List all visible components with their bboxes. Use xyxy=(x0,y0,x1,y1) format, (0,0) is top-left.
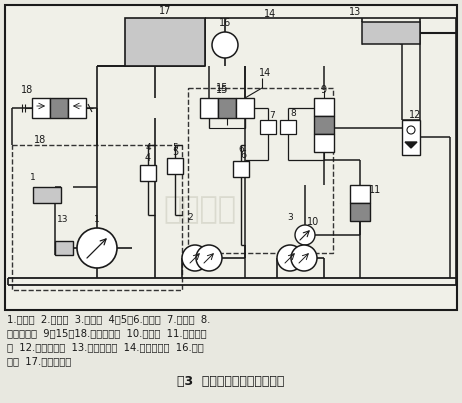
Bar xyxy=(12,145,182,290)
Bar xyxy=(402,120,420,155)
Polygon shape xyxy=(405,142,417,148)
Text: 3: 3 xyxy=(287,214,293,222)
Bar xyxy=(68,98,86,118)
Text: 18: 18 xyxy=(34,135,46,145)
Bar xyxy=(362,22,420,44)
Text: 18: 18 xyxy=(21,85,33,95)
Circle shape xyxy=(295,225,315,245)
Text: 4: 4 xyxy=(145,143,151,152)
Bar xyxy=(260,120,276,134)
Bar xyxy=(280,120,296,134)
Text: 14: 14 xyxy=(259,68,271,78)
Bar xyxy=(218,98,236,118)
Circle shape xyxy=(407,126,415,134)
Bar xyxy=(314,116,334,134)
Bar xyxy=(236,98,254,118)
Text: 万方数据: 万方数据 xyxy=(164,195,237,224)
Text: 5: 5 xyxy=(172,143,178,152)
Text: 1.推进泻  2.回转泻  3.冲击泻  4、5、6.溢流阀  7.节流阀  8.: 1.推进泻 2.回转泻 3.冲击泻 4、5、6.溢流阀 7.节流阀 8. xyxy=(7,314,210,324)
Text: 14: 14 xyxy=(264,9,276,19)
Text: 16: 16 xyxy=(219,18,231,28)
Text: 2: 2 xyxy=(187,214,193,222)
Text: 15: 15 xyxy=(216,83,228,93)
Text: 17: 17 xyxy=(159,6,171,16)
Text: 马达  17.液压凿岩机: 马达 17.液压凿岩机 xyxy=(7,356,71,366)
Bar xyxy=(140,165,156,181)
Bar xyxy=(350,185,370,203)
Text: 13: 13 xyxy=(57,216,69,224)
Text: 1: 1 xyxy=(94,216,100,224)
Bar xyxy=(314,98,334,116)
Text: 6: 6 xyxy=(240,150,246,160)
Text: 图3  凿岩机新型液压控制系统: 图3 凿岩机新型液压控制系统 xyxy=(177,375,285,388)
Text: 12: 12 xyxy=(409,110,421,120)
Text: 4: 4 xyxy=(145,153,151,163)
Bar xyxy=(125,18,205,66)
Text: 10: 10 xyxy=(307,217,319,227)
Circle shape xyxy=(291,245,317,271)
Circle shape xyxy=(182,245,208,271)
Circle shape xyxy=(77,228,117,268)
Bar xyxy=(350,203,370,221)
Text: 1: 1 xyxy=(30,174,36,183)
Text: 遥控减压鄀  9、15、18.手动换向鄀  10.先导鄀  11.液动换向: 遥控减压鄀 9、15、18.手动换向鄀 10.先导鄀 11.液动换向 xyxy=(7,328,207,338)
Circle shape xyxy=(196,245,222,271)
Circle shape xyxy=(277,245,303,271)
Text: 鄀  12.单向节流鄀  13.推进液压缸  14.高速开关鄀  16.回转: 鄀 12.单向节流鄀 13.推进液压缸 14.高速开关鄀 16.回转 xyxy=(7,342,204,352)
Bar xyxy=(167,158,183,174)
Text: 15: 15 xyxy=(216,85,228,95)
Bar xyxy=(5,5,457,310)
Bar xyxy=(200,98,218,118)
Bar xyxy=(33,187,61,203)
Circle shape xyxy=(212,32,238,58)
Text: 8: 8 xyxy=(290,110,296,118)
Text: 5: 5 xyxy=(172,147,178,157)
Text: 11: 11 xyxy=(369,185,381,195)
Text: 7: 7 xyxy=(269,112,275,120)
Bar xyxy=(188,88,333,253)
Bar xyxy=(32,98,50,118)
Text: 9: 9 xyxy=(320,85,326,95)
Bar xyxy=(55,241,73,255)
Text: 6: 6 xyxy=(238,145,244,154)
Text: 13: 13 xyxy=(349,7,361,17)
Bar xyxy=(233,161,249,177)
Bar xyxy=(314,134,334,152)
Bar xyxy=(50,98,68,118)
